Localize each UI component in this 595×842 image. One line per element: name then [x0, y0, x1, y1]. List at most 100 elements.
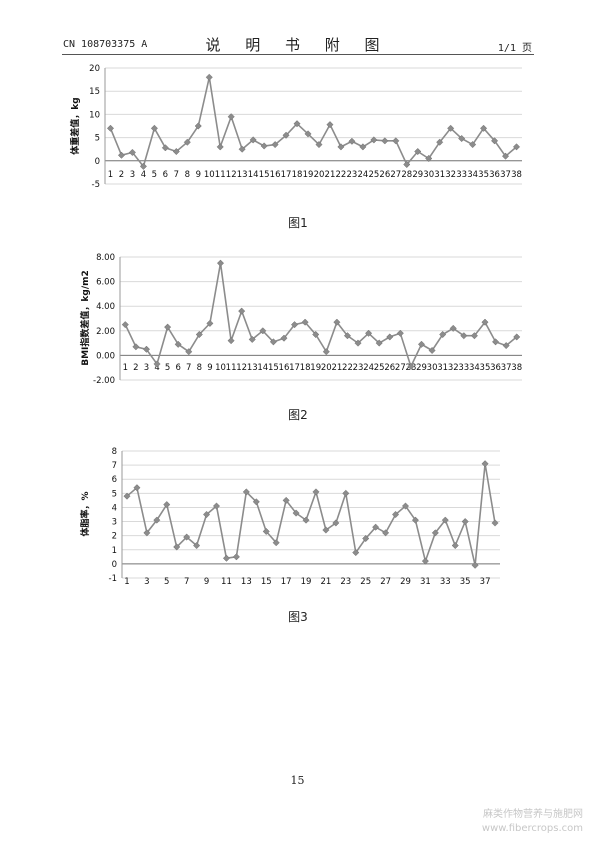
y-tick-label: 0.00: [96, 351, 115, 361]
x-tick-label: 7: [184, 577, 189, 587]
x-tick-label: 10: [204, 170, 215, 180]
data-point: [142, 345, 151, 353]
data-point: [414, 147, 422, 156]
y-tick-label: 6: [112, 475, 117, 485]
data-point: [425, 154, 433, 163]
data-point: [304, 130, 312, 138]
x-tick-label: 2: [133, 363, 138, 373]
y-tick-label: -1: [109, 574, 117, 584]
data-point: [386, 333, 394, 341]
data-point: [183, 138, 191, 146]
x-tick-label: 16: [279, 363, 290, 373]
data-point: [150, 124, 158, 132]
x-tick-label: 23: [346, 170, 357, 180]
x-tick-label: 21: [331, 363, 342, 373]
x-tick-label: 6: [163, 170, 168, 180]
publication-number: CN 108703375 A: [63, 39, 148, 50]
x-tick-label: 19: [301, 577, 312, 587]
x-tick-label: 11: [215, 170, 226, 180]
data-point: [232, 553, 240, 561]
x-tick-label: 23: [340, 577, 351, 587]
x-tick-label: 1: [124, 577, 129, 587]
data-point: [123, 492, 131, 500]
x-tick-label: 36: [490, 363, 501, 373]
data-point: [128, 148, 136, 157]
x-tick-label: 14: [248, 170, 259, 180]
x-tick-label: 37: [500, 170, 511, 180]
data-point: [407, 362, 415, 371]
x-tick-label: 19: [303, 170, 314, 180]
data-point: [491, 137, 499, 145]
site-watermark: 麻类作物营养与施肥网 www.fibercrops.com: [482, 808, 583, 836]
x-tick-label: 26: [384, 363, 395, 373]
x-tick-label: 8: [185, 170, 190, 180]
x-tick-label: 25: [374, 363, 385, 373]
x-tick-label: 33: [458, 363, 469, 373]
data-point: [282, 496, 290, 504]
data-point: [227, 113, 235, 121]
x-tick-label: 3: [144, 577, 149, 587]
x-tick-label: 13: [241, 577, 252, 587]
data-point: [238, 307, 246, 315]
figure-1-caption: 图1: [288, 216, 308, 230]
data-point: [238, 145, 246, 153]
data-point: [362, 534, 370, 543]
x-tick-label: 7: [174, 170, 179, 180]
data-point: [365, 329, 373, 337]
x-tick-label: 25: [360, 577, 371, 587]
section-title: 说 明 书 附 图: [205, 36, 390, 54]
data-point: [458, 134, 466, 143]
y-tick-label: 8: [112, 447, 117, 457]
data-point: [290, 321, 299, 329]
x-tick-label: 13: [237, 170, 248, 180]
data-point: [337, 143, 345, 151]
data-point: [302, 516, 310, 524]
x-tick-label: 12: [226, 170, 237, 180]
y-tick-label: 4: [112, 503, 117, 513]
x-tick-label: 20: [314, 170, 325, 180]
x-tick-label: 1: [123, 363, 128, 373]
x-tick-label: 29: [416, 363, 427, 373]
data-point: [202, 510, 211, 519]
watermark-line-1: 麻类作物营养与施肥网: [483, 809, 583, 820]
y-tick-label: 2: [112, 532, 117, 542]
figure-3-caption: 图3: [288, 610, 308, 624]
data-point: [502, 342, 510, 350]
data-point: [301, 318, 309, 326]
x-tick-label: 8: [197, 363, 202, 373]
data-point: [333, 318, 341, 326]
x-tick-label: 33: [456, 170, 467, 180]
data-point: [513, 333, 521, 341]
page-number: 15: [290, 774, 305, 787]
data-point: [348, 137, 356, 145]
data-point: [403, 160, 411, 169]
x-tick-label: 19: [310, 363, 321, 373]
data-point: [139, 162, 147, 170]
data-point: [183, 533, 191, 541]
x-tick-label: 14: [257, 363, 268, 373]
x-tick-label: 11: [226, 363, 237, 373]
data-point: [392, 137, 400, 145]
y-tick-label: 6.00: [96, 278, 115, 288]
x-tick-label: 32: [445, 170, 456, 180]
x-tick-label: 27: [395, 363, 406, 373]
x-tick-label: 31: [434, 170, 445, 180]
data-point: [381, 137, 389, 145]
x-tick-label: 25: [368, 170, 379, 180]
data-point: [293, 120, 301, 128]
data-point: [326, 121, 334, 129]
x-tick-label: 11: [221, 577, 232, 587]
y-tick-label: 10: [89, 110, 100, 120]
y-tick-label: 2.00: [96, 327, 115, 337]
data-point: [312, 330, 320, 339]
data-point: [491, 338, 500, 346]
data-point: [470, 332, 478, 340]
x-tick-label: 1: [108, 170, 113, 180]
data-point: [271, 141, 279, 149]
data-point: [481, 318, 489, 326]
y-tick-label: 5: [112, 489, 117, 499]
page-header: CN 108703375 A 说 明 书 附 图 1/1 页: [0, 0, 595, 60]
data-point: [469, 141, 477, 149]
x-tick-label: 9: [196, 170, 201, 180]
